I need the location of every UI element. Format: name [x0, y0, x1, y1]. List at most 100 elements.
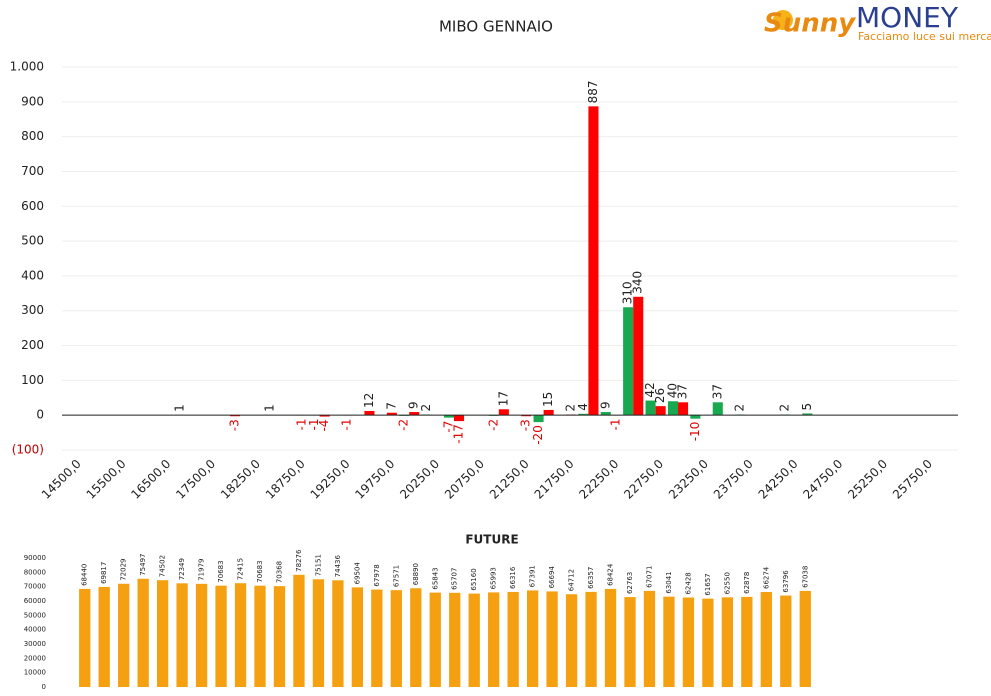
- x-tick-label: 23250,0: [666, 457, 711, 502]
- value-label: 72415: [237, 558, 245, 580]
- value-label: -2: [397, 419, 411, 431]
- bar: [690, 415, 700, 418]
- bar: [644, 591, 655, 687]
- value-label: 70683: [217, 560, 225, 582]
- bar: [780, 596, 791, 687]
- value-label: 17: [496, 391, 510, 406]
- x-tick-label: 25250,0: [845, 457, 890, 502]
- y-tick-label: 70000: [24, 583, 46, 591]
- value-label: 75151: [314, 554, 322, 576]
- bar: [722, 597, 733, 687]
- value-label: 67978: [373, 564, 381, 586]
- value-label: 66316: [509, 566, 517, 589]
- bar: [566, 594, 577, 687]
- value-label: 72029: [120, 558, 128, 580]
- value-label: -1: [340, 419, 354, 431]
- bar: [488, 592, 499, 687]
- value-label: 2: [419, 404, 433, 412]
- y-tick-label: 100: [21, 373, 44, 387]
- value-label: 62763: [626, 572, 634, 594]
- logo-tagline: Facciamo luce sui mercati: [858, 30, 991, 43]
- value-label: 68440: [81, 564, 89, 586]
- y-tick-label: 300: [21, 303, 44, 317]
- x-tick-label: 19250,0: [308, 457, 353, 502]
- bar: [313, 579, 324, 687]
- value-label: 70683: [256, 560, 264, 582]
- value-label: 72349: [178, 558, 186, 580]
- bar: [508, 592, 519, 687]
- bar: [449, 593, 460, 687]
- bar: [371, 590, 382, 687]
- bar: [588, 106, 598, 415]
- y-tick-label: 60000: [24, 597, 46, 605]
- x-tick-label: 14500,0: [39, 457, 84, 502]
- y-tick-label: 10000: [24, 669, 46, 677]
- value-label: 340: [631, 271, 645, 294]
- value-label: 37: [676, 384, 690, 399]
- bar: [683, 598, 694, 687]
- bar: [663, 597, 674, 687]
- x-tick-label: 19750,0: [352, 457, 397, 502]
- value-label: 66694: [548, 566, 556, 589]
- x-tick-label: 18750,0: [263, 457, 308, 502]
- value-label: 62428: [684, 572, 692, 594]
- y-tick-label: 400: [21, 268, 44, 282]
- y-tick-label: 30000: [24, 640, 46, 648]
- y-tick-label: 0: [42, 683, 46, 691]
- bar: [215, 586, 226, 687]
- bar: [364, 411, 374, 415]
- bar: [157, 580, 168, 687]
- value-label: 67571: [392, 565, 400, 587]
- value-label: 74436: [334, 554, 342, 577]
- bar: [546, 591, 557, 687]
- value-label: 64712: [568, 569, 576, 591]
- x-tick-label: 18250,0: [218, 457, 263, 502]
- y-tick-label: 90000: [24, 554, 46, 562]
- value-label: 74502: [159, 555, 167, 577]
- bar: [633, 297, 643, 415]
- bar: [534, 415, 544, 422]
- bar: [702, 599, 713, 687]
- y-tick-label: 40000: [24, 626, 46, 634]
- x-tick-label: 21750,0: [532, 457, 577, 502]
- value-label: 12: [362, 393, 376, 408]
- value-label: 63041: [665, 571, 673, 593]
- value-label: 62550: [723, 572, 731, 594]
- value-label: 15: [541, 392, 555, 407]
- bar: [118, 584, 129, 687]
- value-label: 26: [653, 388, 667, 403]
- bar: [761, 592, 772, 687]
- bar: [274, 586, 285, 687]
- y-tick-label: 700: [21, 164, 44, 178]
- value-label: 66357: [587, 567, 595, 589]
- bar: [656, 406, 666, 415]
- bar: [430, 593, 441, 687]
- value-label: 63796: [782, 570, 790, 593]
- value-label: 887: [586, 80, 600, 103]
- value-label: -10: [688, 422, 702, 442]
- value-label: 62878: [743, 572, 751, 594]
- bar: [454, 415, 464, 421]
- x-tick-label: 23750,0: [711, 457, 756, 502]
- y-tick-label: 900: [21, 94, 44, 108]
- value-label: 69817: [100, 562, 108, 584]
- bar: [79, 589, 90, 687]
- value-label: 5: [800, 403, 814, 411]
- x-tick-label: 15500,0: [84, 457, 129, 502]
- y-tick-label: 0: [36, 408, 44, 422]
- bar: [254, 586, 265, 687]
- value-label: 70368: [275, 561, 283, 583]
- x-tick-label: 20750,0: [442, 457, 487, 502]
- bar: [176, 583, 187, 687]
- chart-title: MIBO GENNAIO: [439, 18, 553, 36]
- value-label: 1: [173, 404, 187, 412]
- value-label: -17: [452, 424, 466, 444]
- value-label: 65707: [451, 568, 459, 590]
- value-label: 78276: [295, 549, 303, 572]
- value-label: 9: [407, 401, 421, 409]
- value-label: -20: [531, 425, 545, 445]
- x-tick-label: 22750,0: [621, 457, 666, 502]
- value-label: 2: [733, 404, 747, 412]
- value-label: 4: [576, 403, 590, 411]
- bar: [800, 591, 811, 687]
